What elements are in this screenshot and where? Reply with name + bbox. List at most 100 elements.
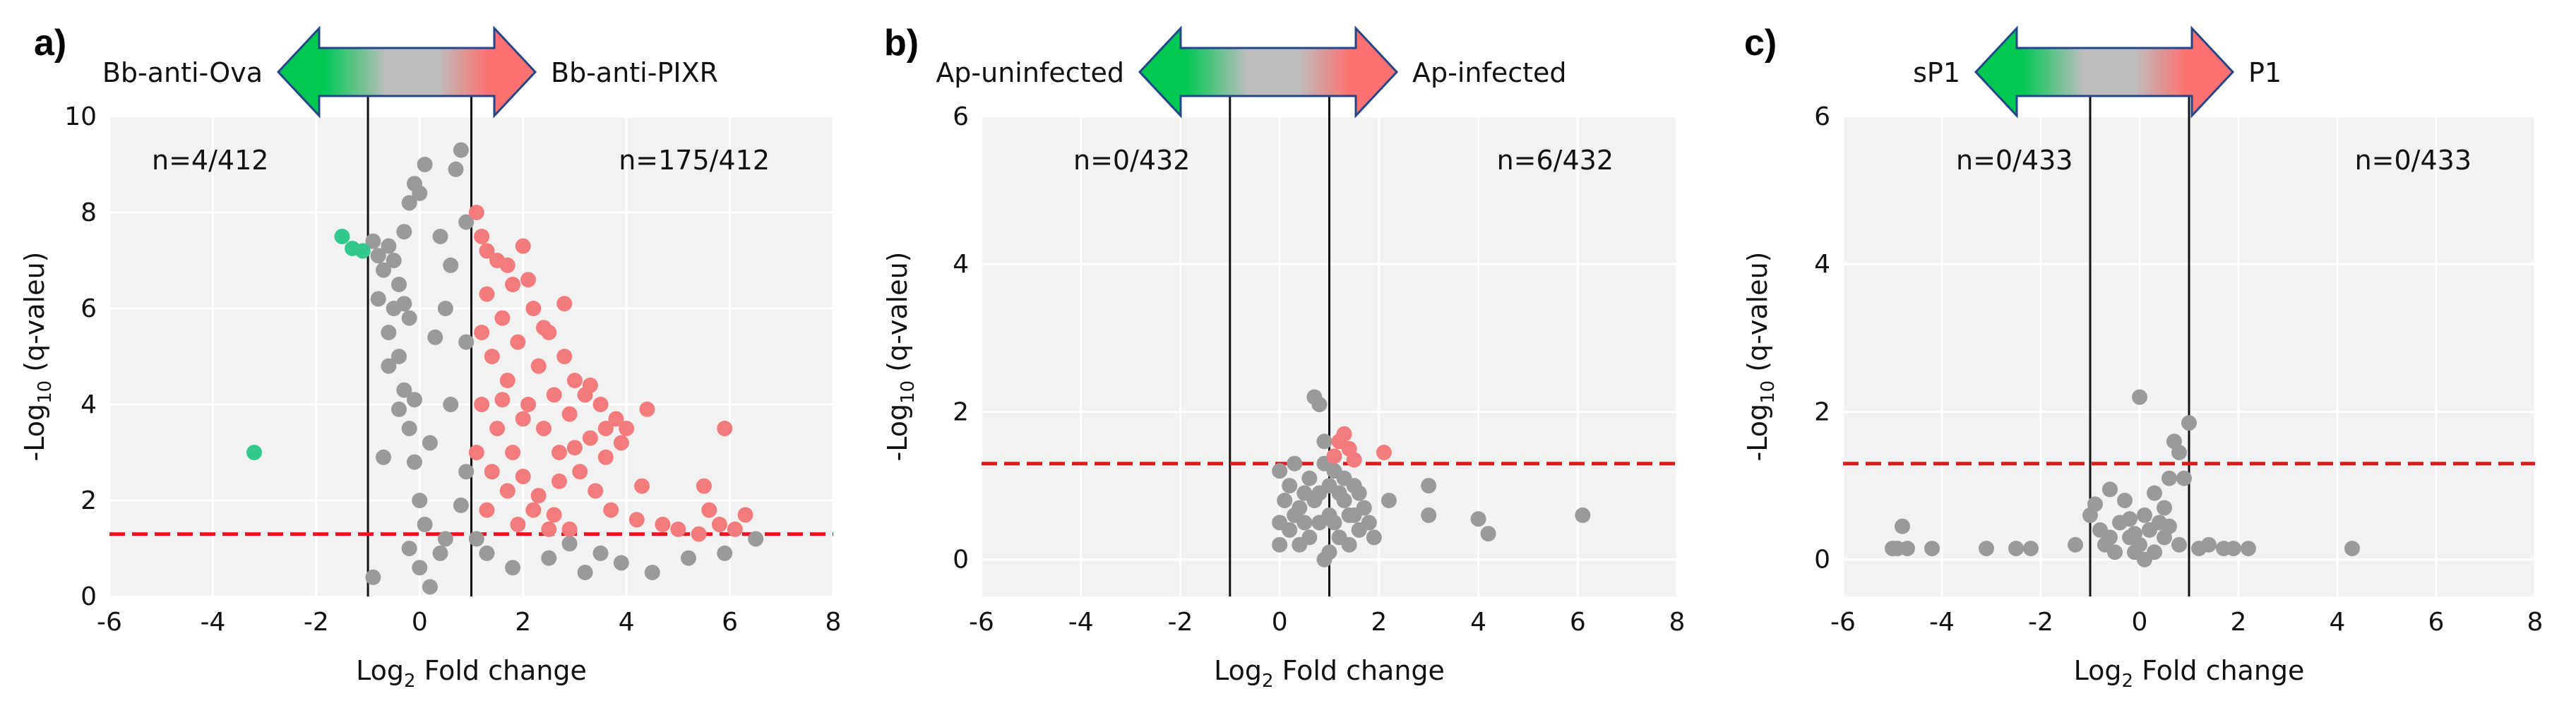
data-point-up (655, 517, 671, 532)
x-tick-label: 2 (2231, 608, 2247, 637)
y-tick-label: 0 (80, 582, 97, 611)
n-count-right: n=0/433 (2355, 145, 2471, 176)
double-arrow-icon (1974, 25, 2235, 119)
data-point-up (520, 272, 537, 288)
data-point-up (530, 358, 547, 374)
data-point-ns (453, 142, 469, 158)
data-point-ns (401, 541, 417, 556)
data-point-ns (2137, 551, 2152, 568)
x-tick-label: 8 (825, 608, 842, 637)
data-point-up (597, 421, 614, 436)
y-axis-label: -Log10 (q-valeu) (882, 251, 919, 461)
data-point-ns (1316, 551, 1332, 568)
data-point-ns (422, 435, 438, 451)
data-point-ns (2161, 470, 2177, 486)
data-point-ns (644, 565, 660, 580)
data-point-up (603, 502, 619, 518)
data-point-up (582, 430, 598, 446)
y-tick-label: 8 (80, 198, 97, 227)
data-point-up (474, 397, 490, 412)
arrow-label-left: Bb-anti-Ova (102, 57, 263, 88)
data-point-ns (401, 195, 417, 211)
data-point-up (525, 502, 542, 518)
x-tick-label: -4 (1929, 608, 1955, 637)
data-point-ns (365, 233, 381, 249)
data-point-ns (505, 560, 521, 576)
data-point-ns (437, 301, 453, 316)
data-point-up (520, 397, 537, 412)
data-point-up (510, 517, 526, 532)
data-point-up (536, 320, 551, 336)
data-point-ns (2176, 470, 2192, 486)
data-point-ns (1421, 507, 1437, 523)
data-point-ns (1311, 485, 1328, 501)
y-tick-label: 2 (1814, 397, 1830, 426)
data-point-ns (417, 157, 433, 172)
data-point-ns (406, 392, 422, 408)
data-point-up (1346, 452, 1362, 468)
chart-panel-2: -6 -4 -2 0 2 4 6 8 0 2 4 6 n=0/432 n=6/432 Log2 Fold c… (882, 23, 1685, 692)
data-point-up (468, 205, 484, 220)
data-point-down (334, 229, 350, 244)
data-point-ns (2127, 526, 2142, 542)
data-point-ns (396, 224, 412, 240)
data-point-ns (396, 382, 412, 398)
data-point-up (582, 377, 598, 393)
data-point-up (468, 445, 484, 460)
data-point-up (717, 421, 733, 436)
data-point-up (561, 406, 578, 422)
n-count-left: n=0/432 (1073, 145, 1190, 176)
data-point-ns (1272, 515, 1288, 531)
data-point-ns (432, 545, 448, 561)
data-point-ns (681, 550, 696, 566)
data-point-ns (1272, 463, 1288, 479)
data-point-up (530, 488, 547, 504)
data-point-ns (1470, 511, 1486, 527)
data-point-ns (437, 531, 453, 547)
y-tick-label: 4 (1814, 250, 1830, 279)
data-point-ns (412, 493, 428, 508)
data-point-up (479, 502, 495, 518)
data-point-up (566, 440, 583, 456)
data-point-up (613, 435, 629, 451)
data-point-up (1326, 448, 1342, 464)
data-point-up (691, 526, 707, 542)
x-tick-label: -6 (969, 608, 994, 637)
data-point-ns (391, 277, 407, 292)
data-point-up (474, 229, 490, 244)
x-tick-label: -6 (1830, 608, 1856, 637)
data-point-ns (365, 569, 381, 585)
x-tick-label: -4 (1068, 608, 1094, 637)
data-point-up (556, 296, 573, 312)
data-point-up (510, 334, 526, 350)
data-point-ns (1979, 541, 1994, 556)
data-point-ns (2171, 445, 2187, 460)
data-point-ns (2137, 507, 2152, 523)
data-point-ns (2344, 541, 2360, 556)
data-point-up (737, 507, 753, 523)
data-point-ns (1321, 507, 1337, 523)
data-point-ns (468, 531, 484, 547)
arrow-label-right: Ap-infected (1412, 57, 1567, 88)
panel-letter: a) (34, 23, 66, 64)
y-axis-label: -Log10 (q-valeu) (19, 251, 56, 461)
x-axis-label: Log2 Fold change (2074, 655, 2305, 692)
data-point-ns (2122, 511, 2137, 527)
data-point-up (670, 521, 686, 537)
data-point-up (608, 411, 624, 427)
data-point-ns (386, 253, 402, 268)
x-tick-label: 6 (2428, 608, 2445, 637)
data-point-up (541, 521, 557, 537)
data-point-up (515, 469, 531, 484)
data-point-ns (1272, 536, 1288, 553)
y-tick-label: 0 (1814, 546, 1830, 575)
data-point-ns (391, 349, 407, 364)
data-point-ns (1292, 500, 1308, 516)
data-point-ns (2241, 541, 2256, 556)
data-point-ns (453, 497, 469, 513)
x-tick-label: -6 (97, 608, 122, 637)
data-point-up (546, 387, 562, 403)
y-tick-label: 6 (80, 294, 97, 323)
data-point-ns (1351, 485, 1367, 501)
data-point-ns (2181, 415, 2197, 431)
